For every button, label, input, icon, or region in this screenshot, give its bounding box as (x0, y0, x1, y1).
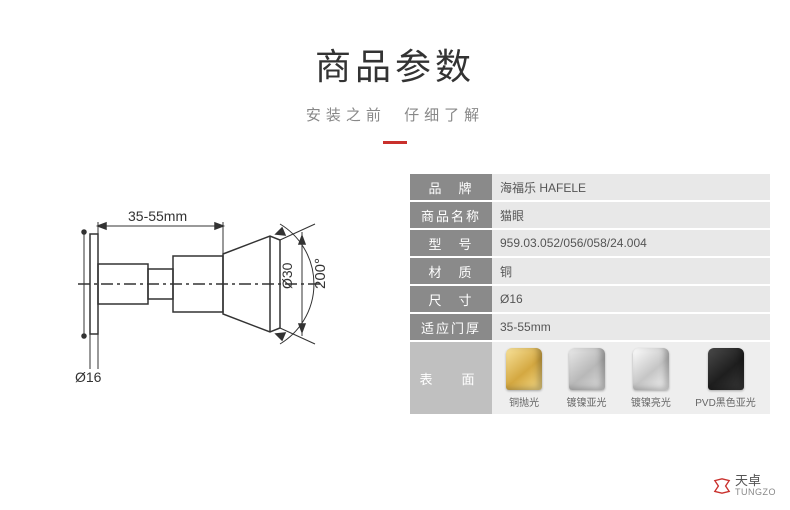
dim-angle-text: 200° (312, 258, 329, 289)
spec-label: 品 牌 (410, 174, 492, 200)
dim-top-text: 35-55mm (128, 208, 187, 224)
spec-value: 铜 (492, 258, 770, 284)
spec-row: 尺 寸Ø16 (410, 286, 770, 312)
page-subtitle: 安装之前 仔细了解 (0, 104, 790, 125)
subtitle-right: 仔细了解 (404, 107, 484, 124)
finish-swatch (569, 348, 605, 390)
logo-en: TUNGZO (735, 488, 776, 498)
spec-label: 商品名称 (410, 202, 492, 228)
finish-name: 铜抛光 (506, 394, 542, 409)
finish-row: 表 面 铜抛光 镀镍亚光 镀镍亮光 PVD黑色亚光 (410, 342, 770, 414)
finish-item: PVD黑色亚光 (695, 348, 756, 409)
finish-item: 镀镍亚光 (567, 348, 607, 409)
spec-label: 型 号 (410, 230, 492, 256)
finish-name: PVD黑色亚光 (695, 394, 756, 409)
spec-label: 尺 寸 (410, 286, 492, 312)
finish-item: 镀镍亮光 (631, 348, 671, 409)
spec-row: 品 牌海福乐 HAFELE (410, 174, 770, 200)
subtitle-left: 安装之前 (306, 107, 386, 124)
spec-row: 材 质铜 (410, 258, 770, 284)
logo-cn: 天卓 (735, 474, 776, 488)
finish-item: 铜抛光 (506, 348, 542, 409)
spec-row: 商品名称猫眼 (410, 202, 770, 228)
spec-row: 型 号959.03.052/056/058/24.004 (410, 230, 770, 256)
spec-table: 品 牌海福乐 HAFELE商品名称猫眼型 号959.03.052/056/058… (410, 174, 770, 416)
header: 商品参数 安装之前 仔细了解 (0, 0, 790, 144)
dim-diameter-text: Ø30 (279, 262, 295, 289)
spec-value: 猫眼 (492, 202, 770, 228)
spec-value: Ø16 (492, 286, 770, 312)
finish-label: 表 面 (410, 342, 492, 414)
spec-value: 海福乐 HAFELE (492, 174, 770, 200)
technical-diagram: 35-55mm Ø30 200° Ø16 (20, 174, 400, 394)
finish-swatch (506, 348, 542, 390)
finish-name: 镀镍亮光 (631, 394, 671, 409)
logo-icon (713, 477, 731, 495)
brand-logo: 天卓 TUNGZO (713, 474, 776, 498)
finish-swatch (708, 348, 744, 390)
finish-items: 铜抛光 镀镍亚光 镀镍亮光 PVD黑色亚光 (492, 342, 770, 414)
finish-name: 镀镍亚光 (567, 394, 607, 409)
finish-swatch (633, 348, 669, 390)
spec-label: 材 质 (410, 258, 492, 284)
content: 35-55mm Ø30 200° Ø16 品 牌海福乐 HAFELE商品名称猫眼… (0, 174, 790, 416)
page-title: 商品参数 (0, 38, 790, 90)
spec-label: 适应门厚 (410, 314, 492, 340)
accent-bar (383, 141, 407, 144)
spec-value: 35-55mm (492, 314, 770, 340)
spec-value: 959.03.052/056/058/24.004 (492, 230, 770, 256)
spec-row: 适应门厚35-55mm (410, 314, 770, 340)
dim-bottom-text: Ø16 (75, 369, 102, 385)
